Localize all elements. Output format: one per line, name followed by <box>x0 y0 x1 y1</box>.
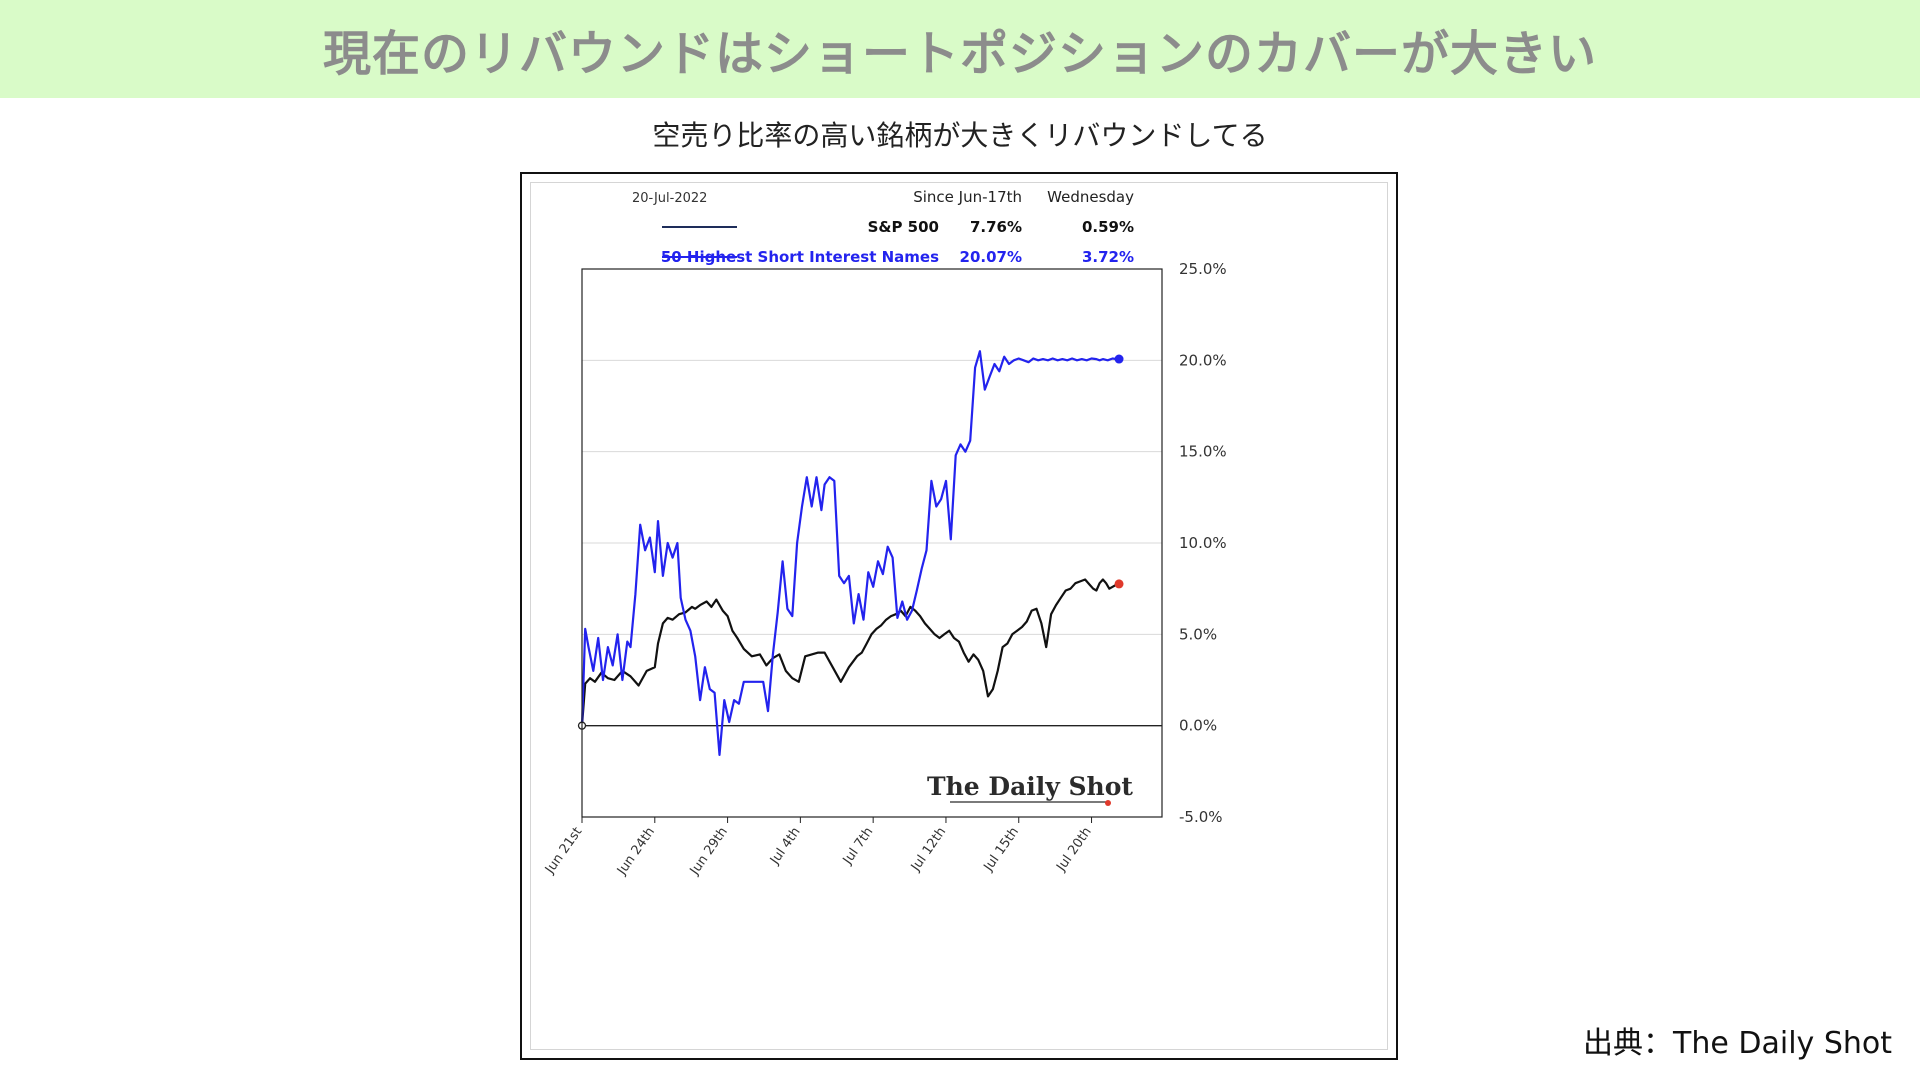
page-title: 現在のリバウンドはショートポジションのカバーが大きい <box>322 26 1597 82</box>
x-tick-label: Jul 7th <box>840 825 877 868</box>
x-tick-label: Jul 12th <box>908 825 949 875</box>
sp500-end-marker <box>1114 579 1124 589</box>
chart-inner-border <box>530 182 1388 1050</box>
x-tick-label: Jul 15th <box>981 825 1022 875</box>
title-banner: 現在のリバウンドはショートポジションのカバーが大きい <box>0 0 1920 98</box>
watermark-text: The Daily Shot <box>927 772 1133 801</box>
header-wednesday: Wednesday <box>1047 188 1134 206</box>
plot-area-border <box>581 268 1163 818</box>
x-tick-label: Jun 24th <box>614 825 658 879</box>
y-tick-label: 0.0% <box>1179 717 1217 735</box>
legend-name: 50 Highest Short Interest Names <box>661 248 939 266</box>
source-credit: 出典：The Daily Shot <box>1583 1026 1892 1061</box>
legend-wednesday-value: 3.72% <box>1082 248 1134 266</box>
gridlines <box>582 359 1162 727</box>
x-tick-label: Jun 29th <box>687 825 731 879</box>
legend-name: S&P 500 <box>868 218 939 236</box>
y-tick-label: 5.0% <box>1179 625 1217 643</box>
watermark: The Daily Shot <box>927 772 1133 806</box>
short-interest-end-marker <box>1114 354 1124 364</box>
legend-since-value: 7.76% <box>970 218 1022 236</box>
y-tick-label: -5.0% <box>1179 808 1223 826</box>
line-chart: 25.0% 20.0% 15.0% 10.0% 5.0% 0.0% -5.0% Jun 21s… <box>542 188 1227 879</box>
legend-since-value: 20.07% <box>960 248 1022 266</box>
series-lines <box>577 350 1124 757</box>
y-tick-label: 10.0% <box>1179 534 1227 552</box>
x-tick-label: Jul 20th <box>1053 825 1094 875</box>
legend: 20-Jul-2022 Since Jun-17th Wednesday S&P 50… <box>632 188 1134 266</box>
legend-wednesday-value: 0.59% <box>1082 218 1134 236</box>
date-label: 20-Jul-2022 <box>632 191 707 206</box>
chart-frame: 25.0% 20.0% 15.0% 10.0% 5.0% 0.0% -5.0% Jun 21s… <box>520 172 1398 1060</box>
header-since: Since Jun-17th <box>913 188 1022 206</box>
y-tick-label: 15.0% <box>1179 443 1227 461</box>
chart-subtitle: 空売り比率の高い銘柄が大きくリバウンドしてる <box>652 119 1268 152</box>
watermark-dot <box>1105 800 1111 806</box>
y-tick-label: 25.0% <box>1179 260 1227 278</box>
x-tick-label: Jun 21st <box>542 825 585 878</box>
x-tick-label: Jul 4th <box>767 825 804 868</box>
y-tick-label: 20.0% <box>1179 351 1227 369</box>
short-interest-line <box>580 350 1119 757</box>
